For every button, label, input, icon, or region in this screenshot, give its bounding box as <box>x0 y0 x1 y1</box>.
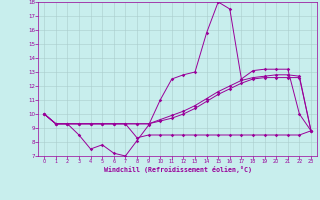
X-axis label: Windchill (Refroidissement éolien,°C): Windchill (Refroidissement éolien,°C) <box>104 166 252 173</box>
